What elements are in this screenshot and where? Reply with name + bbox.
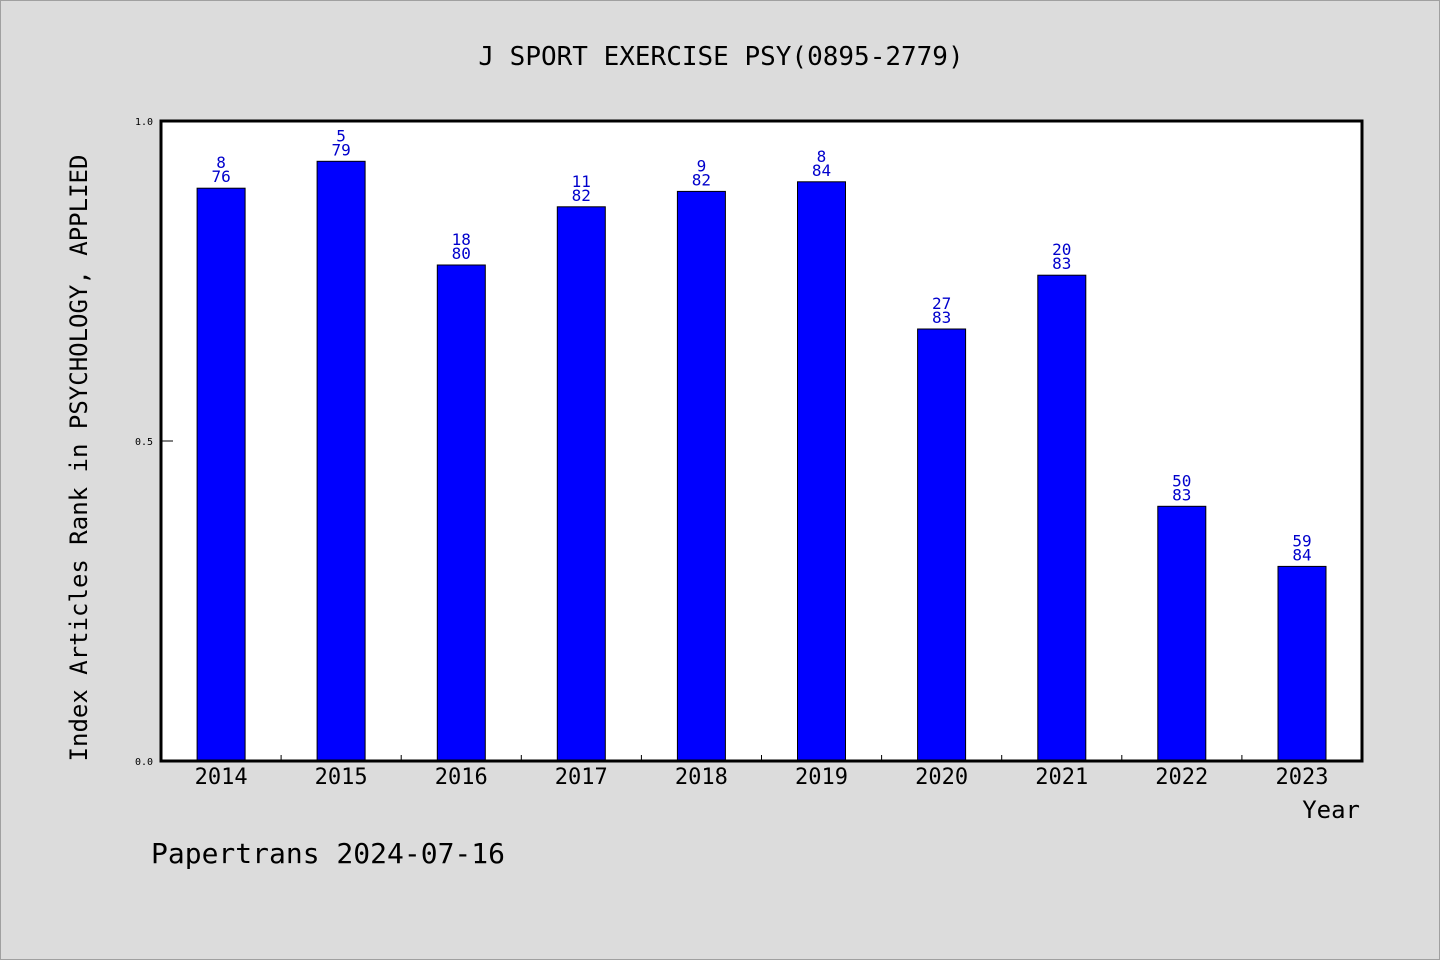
x-tick-label-2023: 2023 [1276, 765, 1329, 790]
bar-total-label-2020: 83 [932, 308, 951, 327]
bar-rank-label-2014: 8 [216, 153, 226, 172]
bar-2014 [196, 187, 246, 762]
y-tick-label-0.0: 0.0 [135, 757, 153, 768]
x-tick-label-2015: 2015 [315, 765, 368, 790]
x-tick-label-2017: 2017 [555, 765, 608, 790]
bar-rank-label-2016: 18 [452, 230, 471, 249]
bars-layer [196, 160, 1327, 762]
bar-rank-label-2023: 59 [1292, 531, 1311, 550]
chart-title: J SPORT EXERCISE PSY(0895-2779) [478, 42, 963, 72]
x-axis-title: Year [1302, 796, 1360, 824]
bar-2020 [917, 328, 967, 762]
bar-2022 [1157, 505, 1207, 762]
bar-2018 [676, 190, 726, 762]
bar-rank-label-2020: 27 [932, 294, 951, 313]
bar-2019 [797, 181, 846, 762]
bar-total-label-2019: 84 [812, 161, 831, 180]
bar-total-label-2018: 82 [692, 170, 711, 189]
bar-2023 [1277, 565, 1327, 762]
bar-2017 [556, 206, 606, 762]
x-axis: 2014 2015 2016 2017 2018 2019 2020 2021 2022 2023 [195, 755, 1329, 790]
footer-credit: Papertrans 2024-07-16 [151, 837, 505, 870]
y-tick-label-1.0: 1.0 [135, 117, 153, 128]
x-tick-label-2021: 2021 [1035, 765, 1088, 790]
y-axis-title: Index Articles Rank in PSYCHOLOGY, APPLI… [65, 155, 93, 762]
bar-2021 [1037, 274, 1087, 762]
bar-2015 [316, 160, 366, 762]
x-tick-label-2019: 2019 [795, 765, 848, 790]
bar-2016 [436, 264, 486, 762]
bar-rank-label-2022: 50 [1172, 471, 1191, 490]
x-tick-label-2022: 2022 [1155, 765, 1208, 790]
bar-total-label-2014: 76 [211, 167, 230, 186]
bar-total-label-2021: 83 [1052, 254, 1071, 273]
x-tick-label-2018: 2018 [675, 765, 728, 790]
y-tick-label-0.5: 0.5 [135, 437, 153, 448]
bar-rank-label-2021: 20 [1052, 240, 1071, 259]
x-tick-label-2014: 2014 [195, 765, 248, 790]
bar-total-label-2016: 80 [452, 244, 471, 263]
bar-total-label-2023: 84 [1292, 545, 1311, 564]
bar-rank-label-2019: 8 [817, 147, 827, 166]
x-tick-label-2020: 2020 [915, 765, 968, 790]
bar-rank-label-2015: 5 [336, 126, 346, 145]
y-axis: 0.0 0.5 1.0 [135, 117, 173, 768]
bar-total-label-2015: 79 [331, 140, 350, 159]
bar-rank-label-2018: 9 [697, 156, 707, 175]
bar-rank-label-2017: 11 [572, 172, 591, 191]
x-tick-label-2016: 2016 [435, 765, 488, 790]
bar-total-label-2022: 83 [1172, 485, 1191, 504]
bar-total-label-2017: 82 [572, 186, 591, 205]
